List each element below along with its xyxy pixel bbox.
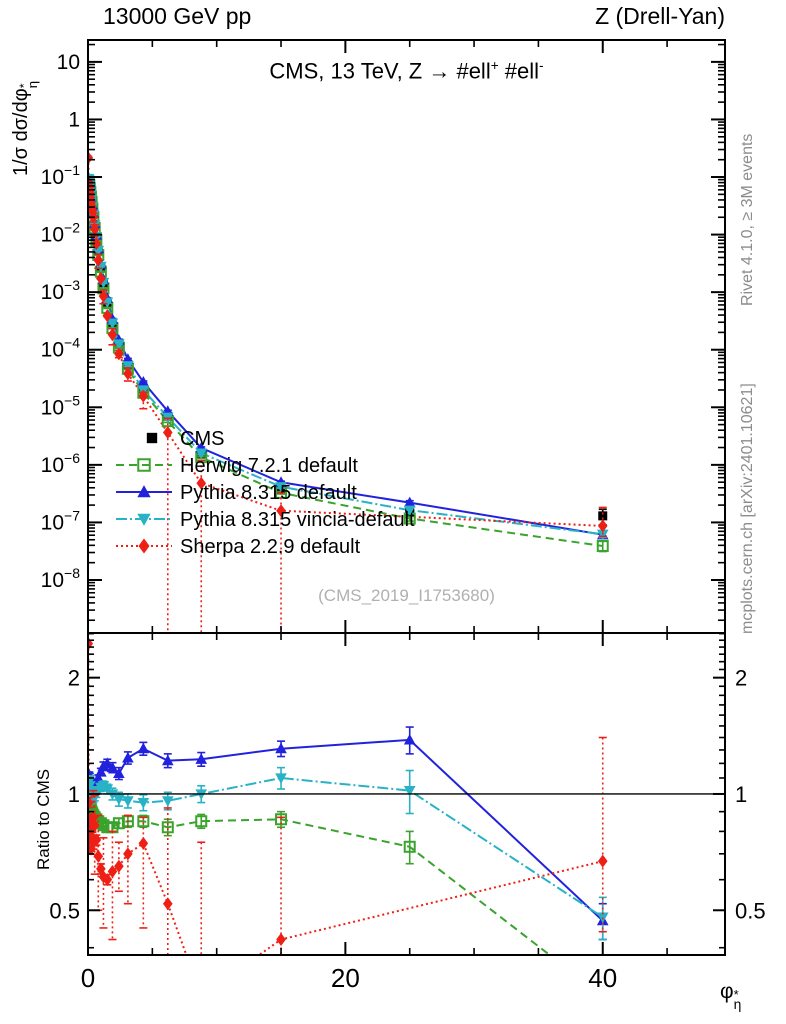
process-label: Z (Drell-Yan) <box>595 3 725 29</box>
x-axis-title: φ * η <box>720 980 742 1012</box>
svg-text:1: 1 <box>68 782 80 807</box>
legend-entry: Herwig 7.2.1 default <box>116 455 358 477</box>
phi-star-eta-symbol: * η <box>17 80 40 89</box>
svg-text:20: 20 <box>331 963 360 993</box>
svg-text:10: 10 <box>57 51 80 74</box>
phi-star-eta-symbol: * η <box>733 987 742 1012</box>
svg-text:CMS: CMS <box>180 428 224 450</box>
analysis-watermark: (CMS_2019_I1753680) <box>318 586 495 605</box>
main-panel-series <box>88 151 609 633</box>
svg-text:10−2: 10−2 <box>41 220 81 247</box>
legend-entry: Pythia 8.315 default <box>116 482 357 504</box>
svg-text:10−1: 10−1 <box>41 162 81 189</box>
y-axis-title-top: 1/σ dσ/dφ * η <box>10 80 40 176</box>
svg-text:0.5: 0.5 <box>49 898 80 923</box>
svg-text:2: 2 <box>735 666 747 691</box>
svg-text:10−4: 10−4 <box>41 335 81 362</box>
svg-text:1: 1 <box>68 108 80 131</box>
rivet-version-text: Rivet 4.1.0, ≥ 3M events <box>739 133 756 306</box>
svg-text:Pythia 8.315 vincia-default: Pythia 8.315 vincia-default <box>180 509 415 531</box>
svg-text:10−7: 10−7 <box>41 507 81 534</box>
y-axis-title-ratio: Ratio to CMS <box>34 768 53 870</box>
plus-superscript: + <box>490 58 499 73</box>
minus-superscript: - <box>539 58 544 73</box>
svg-text:0: 0 <box>81 963 95 993</box>
svg-text:Sherpa 2.2.9 default: Sherpa 2.2.9 default <box>180 536 361 558</box>
svg-text:10−8: 10−8 <box>41 565 81 592</box>
legend-entry: Sherpa 2.2.9 default <box>116 536 361 558</box>
legend-entry: CMS <box>146 428 224 450</box>
beam-energy-label: 13000 GeV pp <box>103 3 252 29</box>
svg-text:1: 1 <box>735 782 747 807</box>
svg-text:10−5: 10−5 <box>41 392 81 419</box>
svg-text:10−6: 10−6 <box>41 450 81 477</box>
svg-text:Herwig 7.2.1 default: Herwig 7.2.1 default <box>180 455 358 477</box>
svg-text:10−3: 10−3 <box>41 277 81 304</box>
svg-text:Pythia 8.315 default: Pythia 8.315 default <box>180 482 357 504</box>
legend-entry: Pythia 8.315 vincia-default <box>116 509 415 531</box>
legend: CMS Herwig 7.2.1 default Pythia 8.315 defa… <box>116 428 415 558</box>
svg-text:2: 2 <box>68 666 80 691</box>
svg-text:0.5: 0.5 <box>735 898 766 923</box>
mcplots-citation-text: mcplots.cern.ch [arXiv:2401.10621] <box>739 383 756 634</box>
plot-title: CMS, 13 TeV, Z → #ell+ #ell- <box>269 58 544 84</box>
svg-text:40: 40 <box>588 963 617 993</box>
